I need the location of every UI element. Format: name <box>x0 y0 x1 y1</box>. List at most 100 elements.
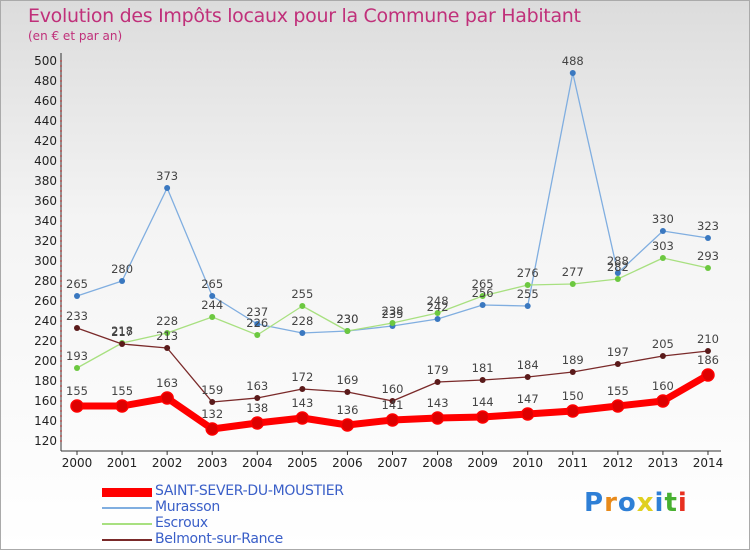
data-point-saint-sever <box>160 391 174 405</box>
data-label-belmont: 189 <box>562 353 584 367</box>
y-tick-label: 120 <box>34 434 57 448</box>
data-label-saint-sever: 163 <box>156 376 178 390</box>
data-label-saint-sever: 155 <box>607 384 629 398</box>
y-tick-label: 460 <box>34 94 57 108</box>
data-label-escroux: 226 <box>246 316 268 330</box>
legend-label-belmont: Belmont-sur-Rance <box>155 531 283 547</box>
data-label-escroux: 255 <box>291 287 313 301</box>
legend-label-saint-sever: SAINT-SEVER-DU-MOUSTIER <box>155 483 344 499</box>
data-label-belmont: 181 <box>472 361 494 375</box>
data-label-saint-sever: 143 <box>291 396 313 410</box>
data-label-saint-sever: 144 <box>472 395 494 409</box>
y-tick-label: 280 <box>34 274 57 288</box>
y-tick-label: 180 <box>34 374 57 388</box>
data-point-murasson <box>524 303 531 309</box>
axes: 120 140 160 180 200 220 240 260 280 300 320 340 360 3… <box>34 53 723 470</box>
data-point-saint-sever <box>295 411 310 425</box>
data-label-belmont: 159 <box>201 383 223 397</box>
legend-swatch-saint-sever <box>102 488 152 497</box>
data-label-belmont: 163 <box>246 379 268 393</box>
data-label-escroux: 248 <box>427 294 449 308</box>
data-point-escroux <box>479 293 486 299</box>
chart-title: Evolution des Impôts locaux pour la Comm… <box>28 5 581 27</box>
data-label-saint-sever: 186 <box>697 353 719 367</box>
data-point-belmont <box>74 325 80 331</box>
data-label-saint-sever: 155 <box>66 384 88 398</box>
data-point-escroux <box>74 365 80 371</box>
data-point-belmont <box>299 386 306 392</box>
data-point-saint-sever <box>430 411 445 425</box>
legend-swatch-murasson <box>102 507 152 509</box>
data-label-murasson: 323 <box>697 219 719 233</box>
data-label-belmont: 184 <box>517 358 539 372</box>
data-label-saint-sever: 147 <box>517 392 539 406</box>
y-tick-label: 260 <box>34 294 57 308</box>
data-point-murasson <box>704 235 711 241</box>
data-point-belmont <box>209 399 216 405</box>
data-point-belmont <box>524 374 531 380</box>
y-tick-label: 440 <box>34 114 57 128</box>
data-label-escroux: 282 <box>607 260 629 274</box>
data-label-belmont: 233 <box>66 309 88 323</box>
data-label-saint-sever: 136 <box>336 403 358 417</box>
data-label-murasson: 265 <box>66 277 88 291</box>
data-point-escroux <box>254 332 261 338</box>
data-point-saint-sever <box>385 413 400 427</box>
y-tick-label: 340 <box>34 214 57 228</box>
data-label-belmont: 213 <box>156 329 178 343</box>
data-point-escroux <box>389 320 396 326</box>
data-point-saint-sever <box>115 399 129 413</box>
data-point-saint-sever <box>70 399 84 413</box>
legend-swatch-belmont <box>102 539 152 541</box>
data-point-murasson <box>434 316 441 322</box>
data-point-murasson <box>569 70 576 76</box>
logo-letter: x <box>636 488 655 518</box>
data-point-escroux <box>299 303 306 309</box>
data-point-murasson <box>659 228 666 234</box>
data-point-escroux <box>344 328 351 334</box>
legend-swatch-escroux <box>102 523 152 525</box>
data-label-escroux: 277 <box>562 265 584 279</box>
logo-letter: t <box>664 488 678 518</box>
data-point-murasson <box>119 278 126 284</box>
data-point-murasson <box>164 185 171 191</box>
data-point-belmont <box>479 377 486 383</box>
x-tick-label: 2012 <box>603 456 634 470</box>
x-tick-label: 2007 <box>377 456 408 470</box>
data-point-murasson <box>614 270 621 276</box>
data-label-escroux: 238 <box>382 304 404 318</box>
data-label-murasson: 265 <box>201 277 223 291</box>
data-label-murasson: 330 <box>652 212 674 226</box>
data-point-murasson <box>254 321 261 327</box>
data-point-escroux <box>209 314 216 320</box>
y-tick-label: 140 <box>34 414 57 428</box>
data-point-escroux <box>614 276 621 282</box>
data-point-saint-sever <box>566 404 580 418</box>
y-tick-label: 480 <box>34 74 57 88</box>
data-label-escroux: 303 <box>652 239 674 253</box>
y-tick-label: 380 <box>34 174 57 188</box>
data-point-escroux <box>164 330 171 336</box>
x-tick-label: 2011 <box>557 456 588 470</box>
data-point-escroux <box>524 282 531 288</box>
series-line-murasson <box>76 72 709 334</box>
data-point-saint-sever <box>250 416 265 430</box>
data-label-saint-sever: 155 <box>111 384 133 398</box>
data-label-murasson: 228 <box>291 314 313 328</box>
data-point-belmont <box>704 348 711 354</box>
data-label-saint-sever: 143 <box>427 396 449 410</box>
data-label-murasson: 235 <box>382 307 404 321</box>
x-tick-label: 2006 <box>332 456 363 470</box>
proxiti-logo: Proxiti <box>584 488 688 518</box>
data-label-murasson: 256 <box>472 286 494 300</box>
data-label-belmont: 217 <box>111 325 133 339</box>
data-point-belmont <box>434 379 441 385</box>
data-point-saint-sever <box>701 368 715 382</box>
data-label-murasson: 230 <box>336 312 358 326</box>
data-point-belmont <box>344 389 351 395</box>
x-tick-label: 2013 <box>648 456 679 470</box>
data-point-saint-sever <box>520 407 535 421</box>
data-point-belmont <box>119 341 126 347</box>
legend-label-murasson: Murasson <box>155 499 220 515</box>
